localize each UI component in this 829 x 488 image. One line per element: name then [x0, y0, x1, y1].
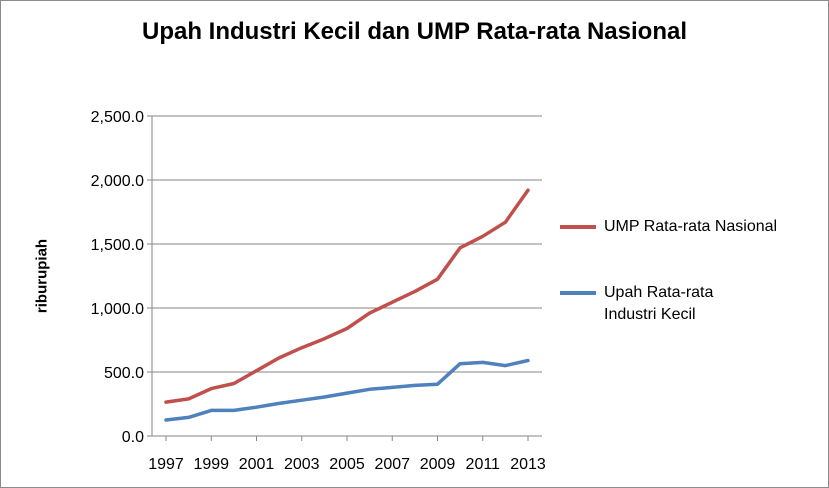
data-point [503, 364, 507, 368]
data-point [390, 385, 394, 389]
data-point [458, 362, 462, 366]
data-point [503, 220, 507, 224]
legend-item-industri-kecil: Upah Rata-rata Industri Kecil [560, 282, 764, 326]
data-point [187, 415, 191, 419]
legend-label-ump: UMP Rata-rata Nasional [604, 218, 778, 235]
data-point [413, 383, 417, 387]
data-point [481, 360, 485, 364]
data-point [345, 326, 349, 330]
data-point [458, 246, 462, 250]
y-tick-label: 1,000.0 [91, 301, 144, 318]
y-tick-labels: 0.0 500.0 1,000.0 1,500.0 2,000.0 2,500.0 [91, 109, 144, 446]
data-point [322, 337, 326, 341]
x-tick-label: 2003 [284, 456, 320, 473]
data-point [164, 400, 168, 404]
data-point [413, 289, 417, 293]
y-tick-label: 2,000.0 [91, 173, 144, 190]
data-point [368, 311, 372, 315]
data-point [436, 382, 439, 386]
data-point [526, 188, 530, 192]
data-point [187, 397, 191, 401]
data-point [209, 387, 213, 391]
x-tick-label: 1999 [193, 456, 229, 473]
data-point [390, 300, 394, 304]
data-point [526, 358, 530, 362]
x-tick-labels: 1997 1999 2001 2003 2005 2007 2009 2011 2013 [148, 456, 546, 473]
legend-swatch-industri-kecil [560, 291, 596, 295]
data-point [481, 234, 485, 238]
x-tick-label: 1997 [148, 456, 184, 473]
data-point [255, 369, 258, 373]
y-tick-label: 1,500.0 [91, 237, 144, 254]
data-point [322, 395, 326, 399]
y-tick-label: 500.0 [104, 365, 144, 382]
data-point [164, 418, 168, 422]
y-tick-label: 0.0 [122, 429, 144, 446]
legend-swatch-ump [560, 225, 596, 229]
axes [147, 115, 542, 441]
chart-title: Upah Industri Kecil dan UMP Rata-rata Na… [141, 18, 687, 45]
data-point [368, 387, 372, 391]
data-point [300, 346, 304, 350]
series-line-1 [164, 358, 530, 422]
data-point [300, 398, 304, 402]
data-point [255, 405, 258, 409]
data-point [277, 401, 281, 405]
legend-label-industri-kecil: Upah Rata-rata Industri Kecil [604, 284, 714, 323]
x-tick-label: 2011 [466, 456, 501, 473]
legend-item-ump: UMP Rata-rata Nasional [560, 216, 824, 238]
x-tick-label: 2005 [329, 456, 365, 473]
gridlines [152, 115, 542, 373]
x-tick-label: 2007 [374, 456, 410, 473]
series-lines [164, 188, 530, 422]
y-tick-label: 2,500.0 [91, 109, 144, 126]
x-tick-label: 2009 [420, 456, 456, 473]
data-point [277, 356, 281, 360]
data-point [232, 382, 236, 386]
data-point [232, 408, 236, 412]
data-point [209, 408, 213, 412]
x-tick-label: 2013 [510, 456, 546, 473]
data-point [436, 277, 439, 281]
x-tick-label: 2001 [239, 456, 275, 473]
series-line-0 [164, 188, 530, 404]
data-point [345, 391, 349, 395]
